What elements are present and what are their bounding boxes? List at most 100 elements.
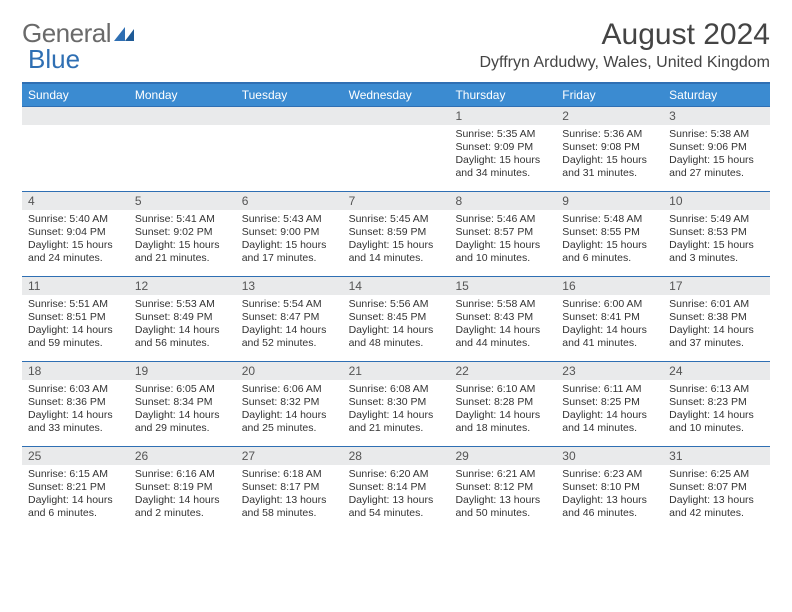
cell-line: Sunrise: 6:05 AM — [135, 383, 230, 396]
cell-line: Daylight: 14 hours and 29 minutes. — [135, 409, 230, 435]
cell-line: Sunrise: 5:46 AM — [455, 213, 550, 226]
cell-line: Daylight: 14 hours and 2 minutes. — [135, 494, 230, 520]
cell-line: Sunrise: 5:48 AM — [562, 213, 657, 226]
cell-line: Daylight: 14 hours and 14 minutes. — [562, 409, 657, 435]
cell-line: Daylight: 14 hours and 56 minutes. — [135, 324, 230, 350]
calendar-cell — [22, 107, 129, 191]
calendar-cell: 17Sunrise: 6:01 AMSunset: 8:38 PMDayligh… — [663, 277, 770, 361]
cell-line: Sunrise: 5:53 AM — [135, 298, 230, 311]
calendar-cell: 6Sunrise: 5:43 AMSunset: 9:00 PMDaylight… — [236, 192, 343, 276]
calendar-cell: 19Sunrise: 6:05 AMSunset: 8:34 PMDayligh… — [129, 362, 236, 446]
cell-line: Sunset: 8:12 PM — [455, 481, 550, 494]
cell-line: Daylight: 13 hours and 54 minutes. — [349, 494, 444, 520]
cell-line: Sunset: 8:45 PM — [349, 311, 444, 324]
day-number: 12 — [129, 277, 236, 295]
day-number: 8 — [449, 192, 556, 210]
calendar-cell: 13Sunrise: 5:54 AMSunset: 8:47 PMDayligh… — [236, 277, 343, 361]
cell-text: Sunrise: 6:23 AMSunset: 8:10 PMDaylight:… — [556, 465, 663, 526]
day-header: Saturday — [663, 84, 770, 106]
calendar-cell: 25Sunrise: 6:15 AMSunset: 8:21 PMDayligh… — [22, 447, 129, 531]
cell-line: Sunset: 8:59 PM — [349, 226, 444, 239]
calendar-cell: 31Sunrise: 6:25 AMSunset: 8:07 PMDayligh… — [663, 447, 770, 531]
cell-line: Sunrise: 6:13 AM — [669, 383, 764, 396]
cell-line: Sunset: 8:51 PM — [28, 311, 123, 324]
day-number: 3 — [663, 107, 770, 125]
day-number: 28 — [343, 447, 450, 465]
calendar-cell: 23Sunrise: 6:11 AMSunset: 8:25 PMDayligh… — [556, 362, 663, 446]
cell-text: Sunrise: 6:18 AMSunset: 8:17 PMDaylight:… — [236, 465, 343, 526]
cell-line: Sunrise: 6:23 AM — [562, 468, 657, 481]
calendar-cell: 18Sunrise: 6:03 AMSunset: 8:36 PMDayligh… — [22, 362, 129, 446]
cell-text — [343, 125, 450, 133]
calendar-cell: 20Sunrise: 6:06 AMSunset: 8:32 PMDayligh… — [236, 362, 343, 446]
day-number: 30 — [556, 447, 663, 465]
cell-line: Daylight: 14 hours and 33 minutes. — [28, 409, 123, 435]
cell-text — [22, 125, 129, 133]
cell-line: Sunrise: 5:45 AM — [349, 213, 444, 226]
calendar: Sunday Monday Tuesday Wednesday Thursday… — [22, 82, 770, 531]
cell-line: Daylight: 14 hours and 21 minutes. — [349, 409, 444, 435]
calendar-cell: 24Sunrise: 6:13 AMSunset: 8:23 PMDayligh… — [663, 362, 770, 446]
day-number: 14 — [343, 277, 450, 295]
day-number: 20 — [236, 362, 343, 380]
day-number: 10 — [663, 192, 770, 210]
cell-line: Sunset: 8:57 PM — [455, 226, 550, 239]
day-number: 15 — [449, 277, 556, 295]
cell-text: Sunrise: 5:40 AMSunset: 9:04 PMDaylight:… — [22, 210, 129, 271]
cell-text: Sunrise: 6:11 AMSunset: 8:25 PMDaylight:… — [556, 380, 663, 441]
day-number — [22, 107, 129, 125]
cell-text: Sunrise: 6:10 AMSunset: 8:28 PMDaylight:… — [449, 380, 556, 441]
day-number: 6 — [236, 192, 343, 210]
cell-line: Sunset: 8:49 PM — [135, 311, 230, 324]
day-number: 24 — [663, 362, 770, 380]
cell-line: Sunset: 8:47 PM — [242, 311, 337, 324]
day-number: 2 — [556, 107, 663, 125]
day-number: 29 — [449, 447, 556, 465]
cell-text: Sunrise: 6:01 AMSunset: 8:38 PMDaylight:… — [663, 295, 770, 356]
day-number: 22 — [449, 362, 556, 380]
cell-line: Daylight: 13 hours and 58 minutes. — [242, 494, 337, 520]
cell-line: Sunset: 9:06 PM — [669, 141, 764, 154]
cell-line: Daylight: 15 hours and 14 minutes. — [349, 239, 444, 265]
cell-text: Sunrise: 5:35 AMSunset: 9:09 PMDaylight:… — [449, 125, 556, 186]
day-header: Thursday — [449, 84, 556, 106]
calendar-cell — [236, 107, 343, 191]
cell-line: Daylight: 14 hours and 37 minutes. — [669, 324, 764, 350]
cell-line: Sunrise: 5:40 AM — [28, 213, 123, 226]
cell-line: Sunset: 8:28 PM — [455, 396, 550, 409]
cell-line: Daylight: 14 hours and 48 minutes. — [349, 324, 444, 350]
cell-line: Sunrise: 6:08 AM — [349, 383, 444, 396]
logo-icon — [114, 23, 136, 41]
cell-line: Sunset: 8:32 PM — [242, 396, 337, 409]
cell-text: Sunrise: 5:43 AMSunset: 9:00 PMDaylight:… — [236, 210, 343, 271]
cell-line: Daylight: 14 hours and 41 minutes. — [562, 324, 657, 350]
day-header: Monday — [129, 84, 236, 106]
cell-line: Daylight: 15 hours and 27 minutes. — [669, 154, 764, 180]
day-number: 16 — [556, 277, 663, 295]
day-number: 4 — [22, 192, 129, 210]
cell-line: Sunset: 8:55 PM — [562, 226, 657, 239]
cell-text: Sunrise: 5:58 AMSunset: 8:43 PMDaylight:… — [449, 295, 556, 356]
title-block: August 2024 Dyffryn Ardudwy, Wales, Unit… — [480, 18, 771, 72]
cell-text: Sunrise: 6:00 AMSunset: 8:41 PMDaylight:… — [556, 295, 663, 356]
day-number: 9 — [556, 192, 663, 210]
cell-line: Sunrise: 6:20 AM — [349, 468, 444, 481]
cell-text: Sunrise: 6:03 AMSunset: 8:36 PMDaylight:… — [22, 380, 129, 441]
day-number: 7 — [343, 192, 450, 210]
month-title: August 2024 — [480, 18, 771, 52]
cell-line: Daylight: 15 hours and 24 minutes. — [28, 239, 123, 265]
cell-line: Sunset: 8:38 PM — [669, 311, 764, 324]
cell-line: Daylight: 15 hours and 31 minutes. — [562, 154, 657, 180]
cell-text: Sunrise: 6:06 AMSunset: 8:32 PMDaylight:… — [236, 380, 343, 441]
cell-line: Sunrise: 5:54 AM — [242, 298, 337, 311]
cell-line: Sunrise: 6:03 AM — [28, 383, 123, 396]
calendar-cell — [343, 107, 450, 191]
cell-line: Daylight: 14 hours and 25 minutes. — [242, 409, 337, 435]
cell-line: Sunrise: 5:36 AM — [562, 128, 657, 141]
cell-line: Sunrise: 5:41 AM — [135, 213, 230, 226]
day-number — [343, 107, 450, 125]
cell-line: Daylight: 14 hours and 44 minutes. — [455, 324, 550, 350]
cell-line: Sunset: 8:17 PM — [242, 481, 337, 494]
cell-line: Sunrise: 5:43 AM — [242, 213, 337, 226]
day-number: 5 — [129, 192, 236, 210]
